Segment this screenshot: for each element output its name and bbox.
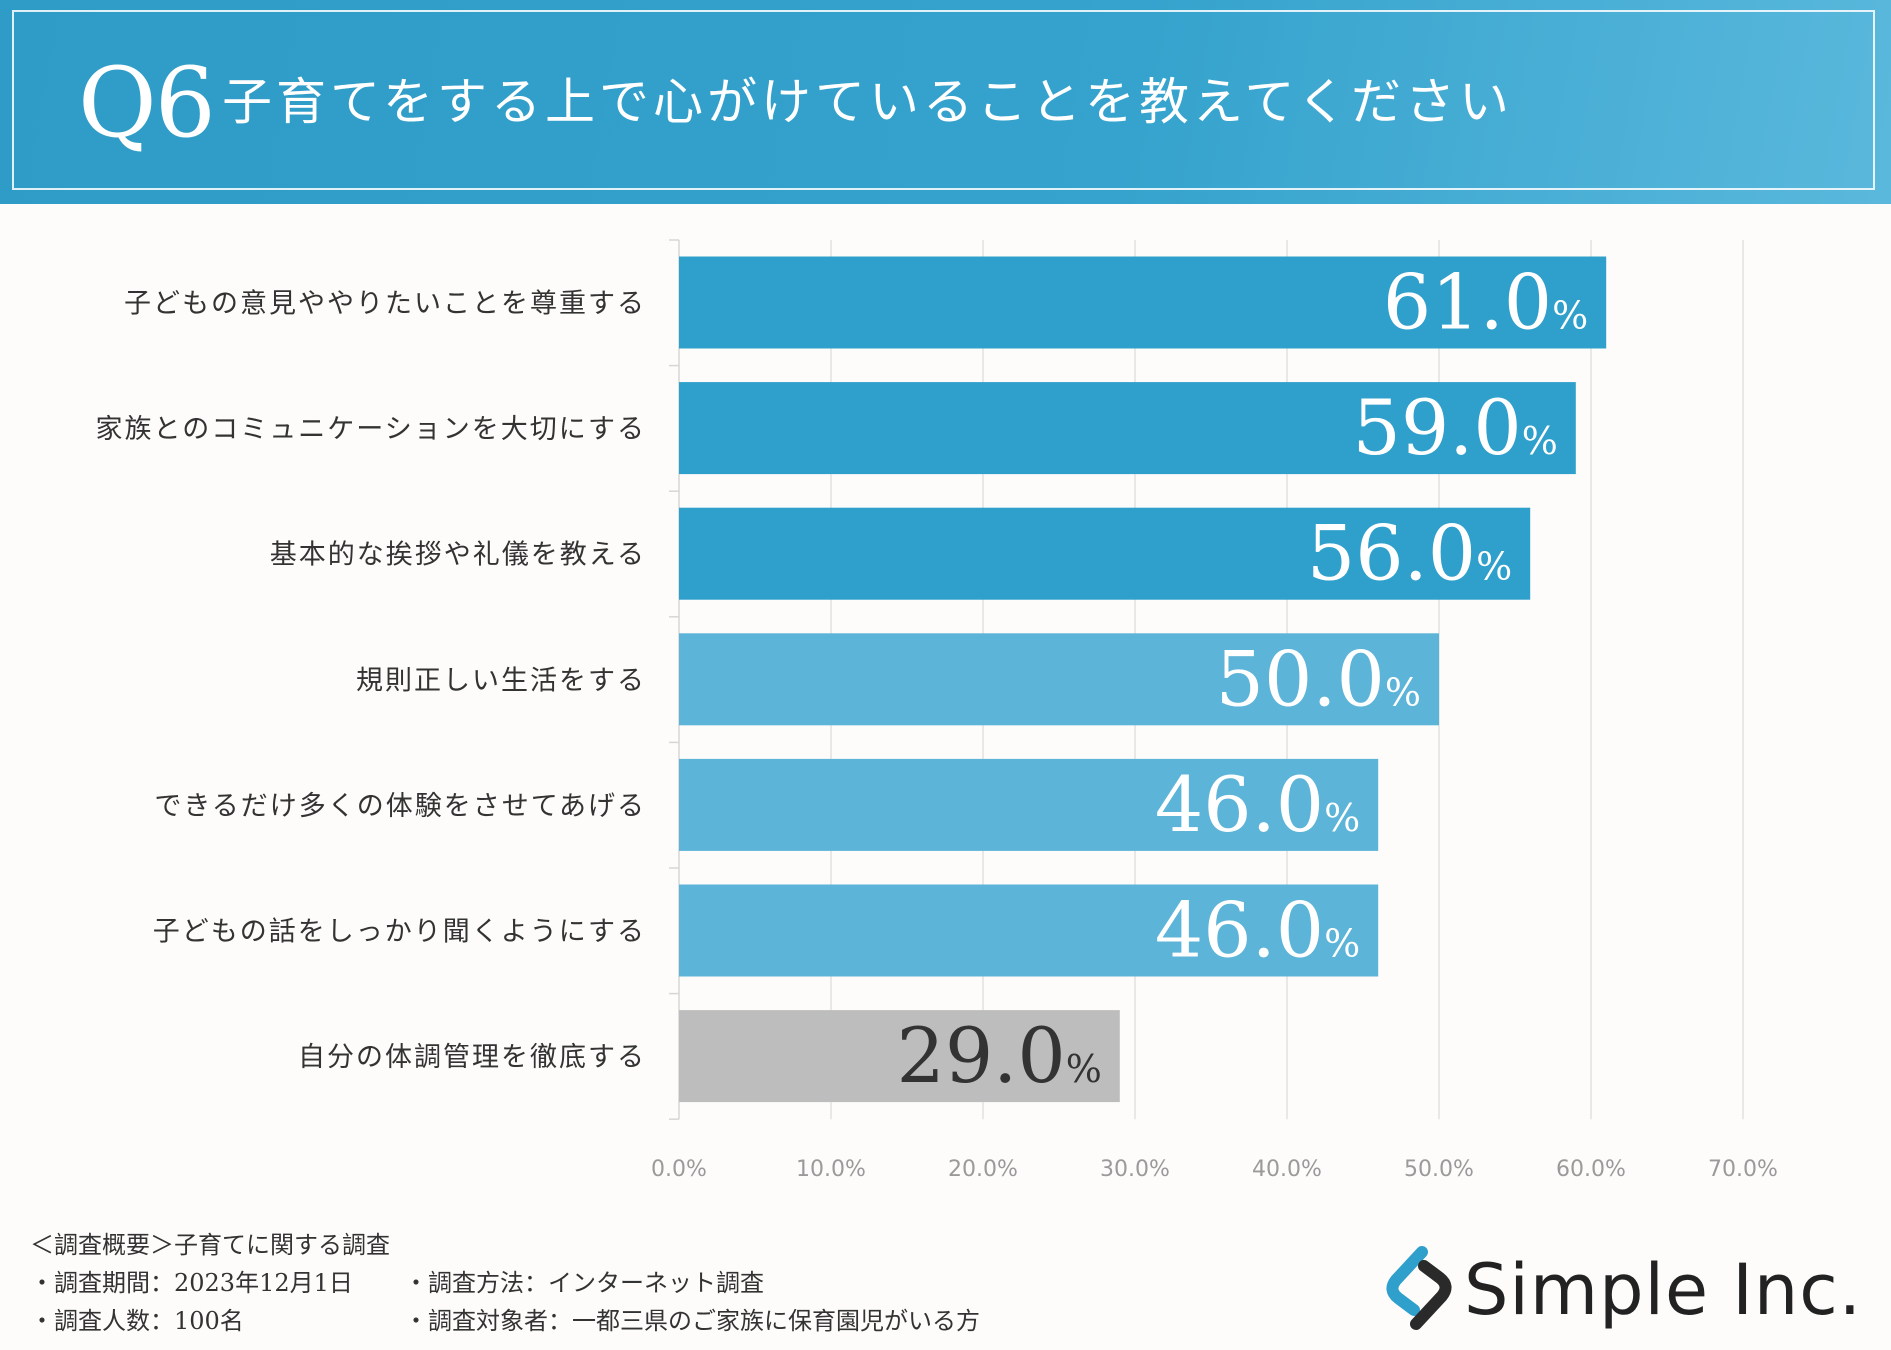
category-label: 子どもの意見ややりたいことを尊重する [124, 289, 646, 320]
bar-chart: 子どもの意見ややりたいことを尊重する 61.0% 家族とのコミュニケーションを大切に… [96, 239, 1778, 1182]
bar [679, 884, 1379, 977]
value-label: 46.0% [1155, 760, 1360, 849]
x-tick-label: 10.0% [796, 1157, 866, 1182]
bar [679, 382, 1576, 475]
category-label: 子どもの話をしっかり聞くようにする [153, 917, 646, 948]
simple-logo-icon [1386, 1246, 1452, 1330]
survey-target: ・調査対象者：一都三県のご家族に保育園児がいる方 [404, 1307, 980, 1335]
value-unit: % [1522, 419, 1558, 463]
logo-text: Simple Inc. [1464, 1249, 1863, 1331]
bar [679, 1010, 1120, 1103]
category-label: 規則正しい生活をする [356, 665, 646, 696]
value-number: 59.0 [1352, 383, 1521, 472]
x-tick-label: 70.0% [1708, 1157, 1778, 1182]
value-label: 61.0% [1383, 258, 1588, 347]
value-number: 56.0 [1307, 509, 1476, 598]
bar [679, 256, 1607, 349]
x-tick-label: 30.0% [1100, 1157, 1170, 1182]
value-number: 29.0 [896, 1011, 1065, 1100]
value-label: 29.0% [896, 1011, 1101, 1100]
header-frame [12, 10, 1875, 190]
category-label: 自分の体調管理を徹底する [298, 1042, 646, 1073]
value-unit: % [1552, 294, 1588, 338]
value-label: 46.0% [1155, 886, 1360, 975]
value-unit: % [1476, 545, 1512, 589]
value-unit: % [1324, 796, 1360, 840]
category-label: 基本的な挨拶や礼儀を教える [270, 540, 646, 571]
value-label: 56.0% [1307, 509, 1512, 598]
question-title: 子育てをする上で心がけていることを教えてください [222, 73, 1513, 131]
value-unit: % [1324, 922, 1360, 966]
category-label: できるだけ多くの体験をさせてあげる [154, 791, 646, 822]
x-tick-label: 60.0% [1556, 1157, 1626, 1182]
value-number: 61.0 [1383, 258, 1552, 347]
value-number: 50.0 [1216, 634, 1385, 723]
header-banner: Q6 子育てをする上で心がけていることを教えてください [0, 0, 1891, 204]
value-number: 46.0 [1155, 886, 1324, 975]
category-label: 家族とのコミュニケーションを大切にする [96, 414, 646, 445]
value-unit: % [1066, 1047, 1102, 1091]
survey-period: ・調査期間：2023年12月1日 [30, 1269, 353, 1297]
summary-title: ＜調査概要＞子育てに関する調査 [30, 1231, 390, 1259]
question-number: Q6 [78, 47, 216, 159]
survey-count: ・調査人数：100名 [30, 1307, 244, 1335]
survey-method: ・調査方法：インターネット調査 [404, 1269, 764, 1297]
x-tick-label: 20.0% [948, 1157, 1018, 1182]
x-tick-label: 50.0% [1404, 1157, 1474, 1182]
bar [679, 507, 1531, 600]
company-logo: Simple Inc. [1384, 1246, 1864, 1330]
value-label: 50.0% [1216, 634, 1421, 723]
value-number: 46.0 [1155, 760, 1324, 849]
bar [679, 758, 1379, 851]
x-tick-label: 0.0% [651, 1157, 707, 1182]
bar [679, 633, 1439, 726]
value-label: 59.0% [1352, 383, 1557, 472]
x-tick-label: 40.0% [1252, 1157, 1322, 1182]
value-unit: % [1385, 670, 1421, 714]
survey-summary: ＜調査概要＞子育てに関する調査 ・調査期間：2023年12月1日 ・調査方法：イ… [30, 1226, 980, 1340]
